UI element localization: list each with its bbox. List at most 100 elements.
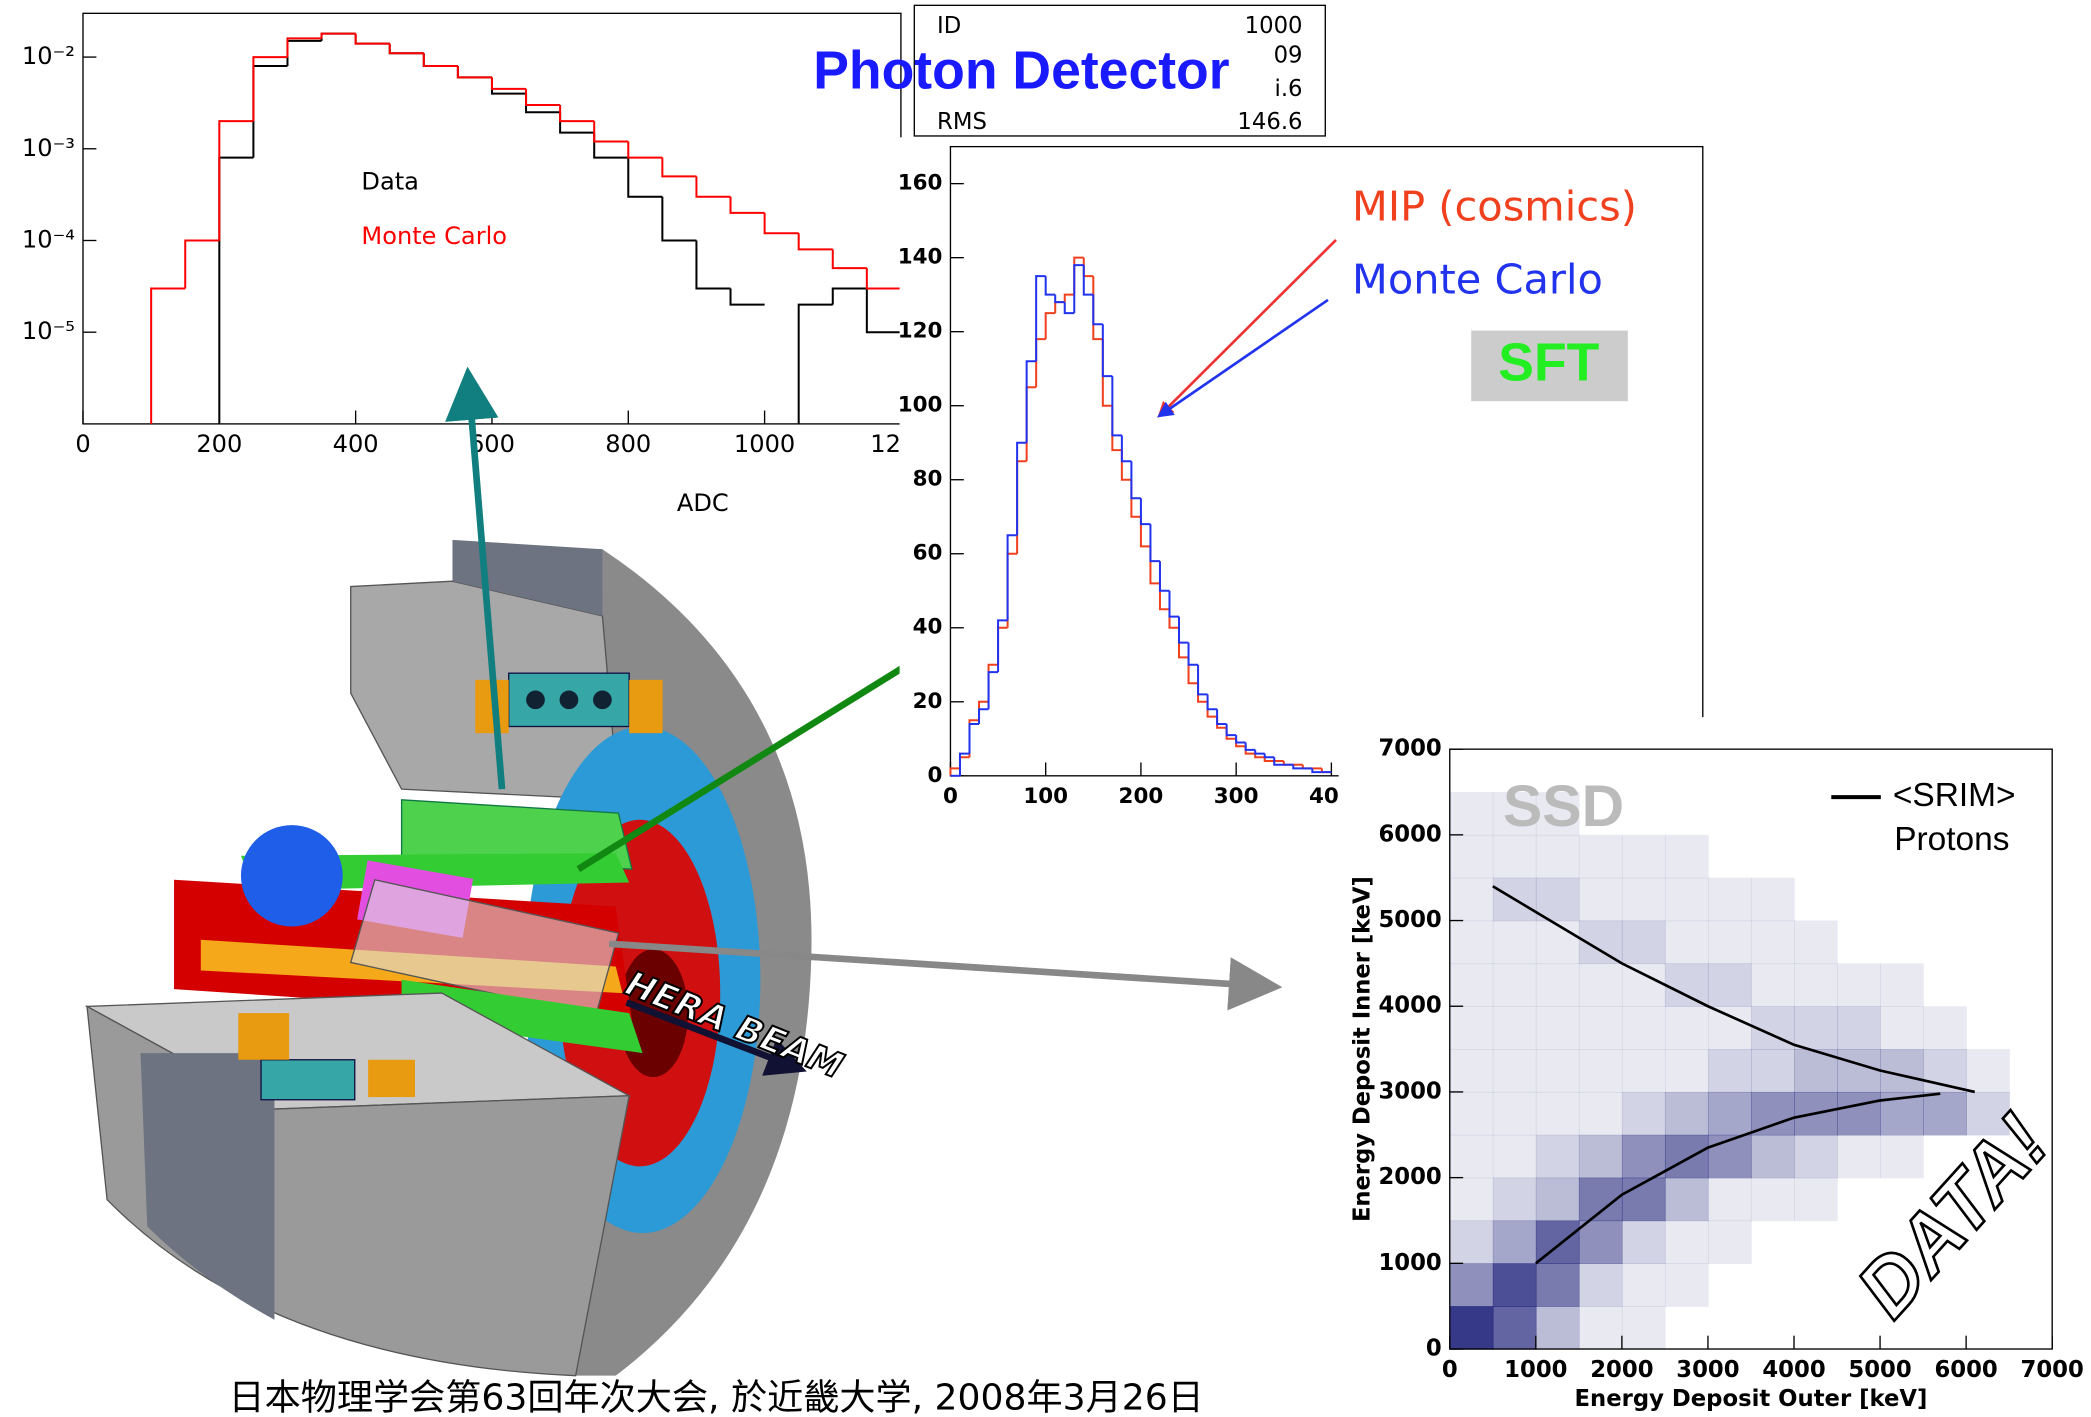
y-tick-label: 1000: [1378, 1250, 1441, 1276]
density-cell: [1622, 1049, 1666, 1093]
slide: 10⁻²10⁻³10⁻⁴10⁻⁵020040060080010001200ADC…: [0, 0, 2091, 1417]
density-cell: [1450, 1306, 1494, 1350]
density-cell: [1450, 792, 1494, 836]
density-cell: [1794, 963, 1838, 1007]
y-tick-label: 100: [898, 393, 943, 418]
x-tick-label: 1000: [1504, 1357, 1567, 1383]
histogram-bin: [696, 240, 730, 288]
density-cell: [1622, 921, 1666, 965]
stats-value: 09: [1274, 43, 1303, 69]
histogram-bin: [662, 197, 696, 241]
density-cell: [1665, 1306, 1709, 1350]
density-cell: [1880, 963, 1924, 1007]
density-cell: [1493, 1220, 1537, 1264]
x-tick-label: 3000: [1676, 1357, 1739, 1383]
density-cell: [1751, 1263, 1795, 1307]
stats-label: ID: [937, 13, 961, 39]
histogram-bin: [560, 105, 594, 121]
histogram-bin: [424, 53, 458, 66]
chart-title: Photon Detector: [813, 42, 1229, 101]
hole: [560, 691, 579, 710]
density-cell: [1493, 1049, 1537, 1093]
bracket: [238, 1013, 289, 1060]
density-cell: [1708, 1220, 1752, 1264]
density-cell: [1536, 921, 1580, 965]
histogram-bin: [628, 158, 662, 197]
density-cell: [1450, 1263, 1494, 1307]
histogram-bin: [833, 288, 867, 304]
density-cell: [1450, 749, 1494, 793]
x-tick-label: 200: [1119, 784, 1164, 809]
density-cell: [2009, 749, 2053, 793]
density-cell: [1751, 878, 1795, 922]
histogram-bin: [458, 66, 492, 77]
histogram-bin: [526, 94, 560, 113]
x-tick-label: 5000: [1848, 1357, 1911, 1383]
density-cell: [1708, 1049, 1752, 1093]
histogram-bin: [594, 121, 628, 141]
density-cell: [1966, 1263, 2010, 1307]
histogram-bin: [867, 288, 901, 332]
density-cell: [1751, 1092, 1795, 1136]
y-tick-label: 40: [913, 615, 943, 640]
density-cell: [1794, 1220, 1838, 1264]
histogram-bin: [765, 213, 799, 233]
density-cell: [1450, 1049, 1494, 1093]
density-cell: [1493, 835, 1537, 879]
legend-entry: Data: [361, 168, 419, 196]
density-cell: [1493, 1178, 1537, 1222]
histogram-bin: [356, 34, 390, 44]
density-cell: [1837, 1049, 1881, 1093]
y-tick-label: 2000: [1378, 1164, 1441, 1190]
histogram-bin: [458, 66, 492, 77]
density-cell: [2009, 1263, 2053, 1307]
y-tick-label: 60: [913, 541, 943, 566]
density-cell: [1622, 1220, 1666, 1264]
density-cell: [1708, 749, 1752, 793]
density-cell: [1794, 921, 1838, 965]
density-cell: [1751, 1178, 1795, 1222]
density-cell: [1708, 1092, 1752, 1136]
density-cell: [1579, 1006, 1623, 1050]
sft-chart: 0204060801001201401600100200300400MIP (c…: [898, 137, 1714, 814]
legend-entry: Monte Carlo: [1352, 256, 1603, 304]
density-cell: [2009, 1006, 2053, 1050]
density-cell: [1751, 792, 1795, 836]
density-cell: [1966, 963, 2010, 1007]
lower-side: [141, 1053, 275, 1320]
histogram-bin: [185, 240, 219, 288]
density-cell: [1880, 878, 1924, 922]
density-cell: [1622, 1306, 1666, 1350]
y-tick-label: 10⁻³: [22, 134, 75, 162]
density-cell: [1493, 1263, 1537, 1307]
density-cell: [1665, 1049, 1709, 1093]
density-cell: [1665, 1178, 1709, 1222]
density-cell: [1536, 1135, 1580, 1179]
sphere: [241, 825, 343, 926]
density-cell: [1536, 963, 1580, 1007]
legend-entry: <SRIM>: [1893, 777, 2016, 814]
chart-title: SSD: [1503, 774, 1624, 839]
histogram-bin: [253, 66, 287, 158]
density-cell: [1708, 835, 1752, 879]
y-tick-label: 10⁻²: [22, 42, 75, 70]
x-tick-label: 2000: [1590, 1357, 1653, 1383]
density-cell: [1665, 749, 1709, 793]
density-cell: [1794, 1178, 1838, 1222]
x-tick-label: 6000: [1934, 1357, 1997, 1383]
density-cell: [2009, 792, 2053, 836]
density-cell: [2009, 878, 2053, 922]
histogram-bin: [731, 288, 765, 304]
histogram-bin: [492, 77, 526, 93]
density-cell: [1579, 1135, 1623, 1179]
density-cell: [1536, 1306, 1580, 1350]
density-cell: [1665, 963, 1709, 1007]
density-cell: [1751, 1306, 1795, 1350]
stats-value: 1000: [1245, 13, 1303, 39]
hole: [526, 691, 545, 710]
density-cell: [1450, 1092, 1494, 1136]
panel: [900, 137, 1714, 814]
density-cell: [1966, 1006, 2010, 1050]
density-cell: [2009, 921, 2053, 965]
density-cell: [1708, 921, 1752, 965]
